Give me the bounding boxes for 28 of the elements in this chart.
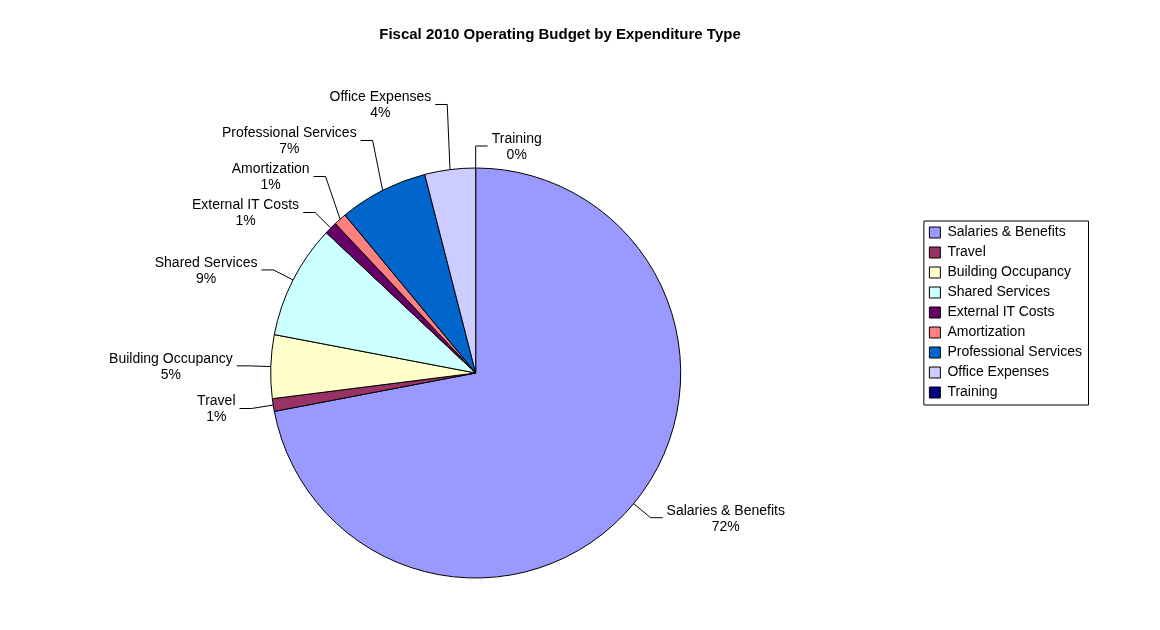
data-label: 7% bbox=[279, 140, 300, 157]
data-label: 1% bbox=[235, 212, 256, 229]
data-label: 9% bbox=[195, 269, 217, 286]
legend-label: Office Expenses bbox=[947, 363, 1050, 380]
legend-label: Building Occupancy bbox=[947, 263, 1072, 280]
legend-label: Travel bbox=[947, 243, 986, 260]
slice-label: Shared Services bbox=[154, 253, 258, 270]
slice-label: Amortization bbox=[231, 160, 310, 177]
legend-label: Shared Services bbox=[947, 283, 1051, 300]
legend-label: External IT Costs bbox=[947, 303, 1055, 320]
legend-label: Salaries & Benefits bbox=[947, 223, 1066, 240]
slice-label: Travel bbox=[197, 392, 236, 409]
slice-label: Salaries & Benefits bbox=[666, 501, 785, 518]
legend-label: Training bbox=[947, 383, 998, 400]
data-label: 1% bbox=[206, 408, 227, 425]
legend-label: Amortization bbox=[947, 323, 1026, 340]
legend-label: Professional Services bbox=[947, 343, 1083, 360]
slice-label: Office Expenses bbox=[329, 88, 432, 105]
slice-label: Building Occupancy bbox=[109, 349, 233, 366]
slice-label: External IT Costs bbox=[191, 196, 300, 213]
data-label: 72% bbox=[711, 517, 740, 534]
category-label: Training bbox=[491, 129, 542, 146]
data-label: 4% bbox=[370, 104, 391, 121]
data-label: 5% bbox=[160, 365, 182, 382]
slice-label: Professional Services bbox=[222, 124, 357, 141]
chart-title: Fiscal 2010 Operating Budget by Expenditure Type bbox=[379, 25, 741, 43]
text: 0% bbox=[506, 145, 527, 162]
data-label: 1% bbox=[260, 176, 281, 193]
